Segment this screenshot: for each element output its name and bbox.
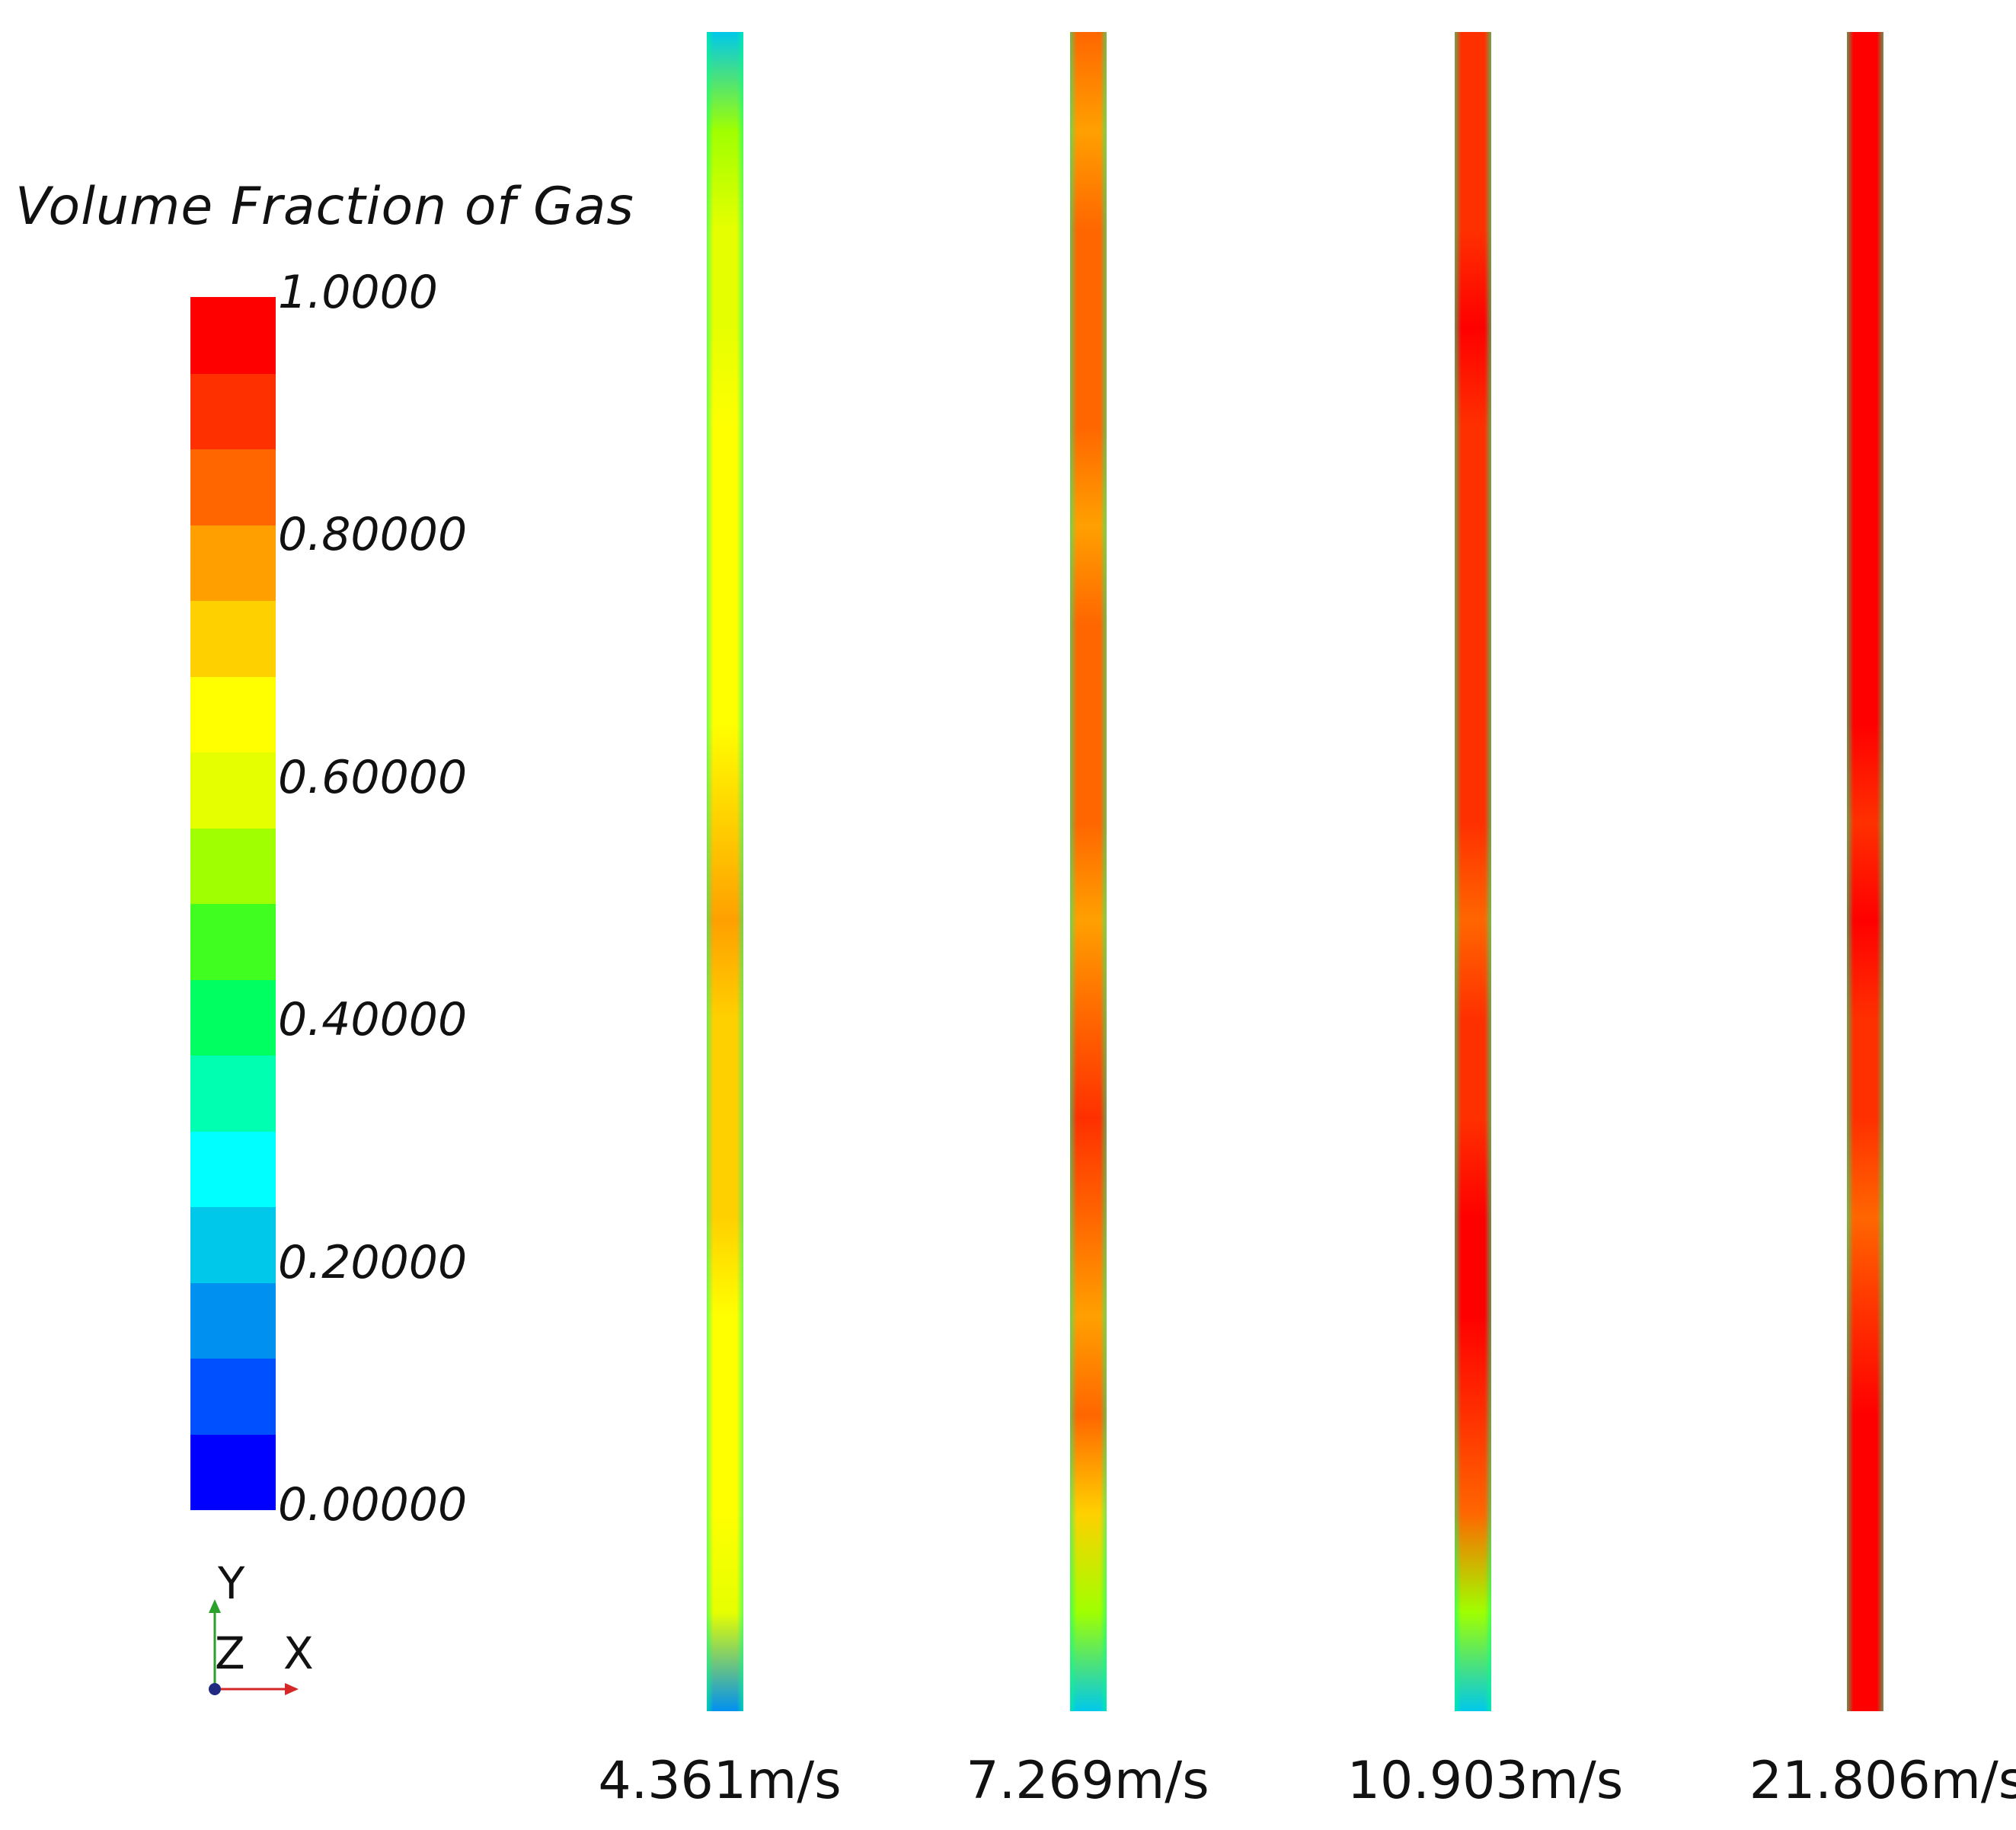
tube-contour (1847, 32, 1883, 1711)
x-axis-label: X (283, 1627, 314, 1679)
legend-band (190, 1358, 276, 1435)
legend-band (190, 600, 276, 677)
legend-band (190, 1055, 276, 1132)
legend-band (190, 1206, 276, 1283)
tube-velocity-label: 7.269m/s (966, 1751, 1209, 1811)
legend-band (190, 752, 276, 829)
y-axis-arrowhead (209, 1599, 221, 1613)
legend-tick-label: 0.40000 (278, 993, 468, 1047)
legend-band (190, 1433, 276, 1510)
tube-contour (1070, 32, 1107, 1711)
z-axis-dot (209, 1683, 221, 1695)
legend-tick-label: 0.20000 (278, 1235, 468, 1289)
legend-band (190, 979, 276, 1056)
legend-band (190, 675, 276, 752)
legend-band (190, 903, 276, 980)
legend-band (190, 827, 276, 904)
legend-colorbar (190, 297, 276, 1510)
legend-band (190, 449, 276, 525)
tube-velocity-label: 4.361m/s (598, 1751, 842, 1811)
legend-band (190, 1282, 276, 1359)
axis-triad-icon (209, 1599, 299, 1695)
legend-band (190, 372, 276, 449)
legend-tick-label: 0.00000 (278, 1478, 468, 1531)
legend-tick-label: 1.0000 (278, 266, 438, 319)
legend-tick-label: 0.60000 (278, 750, 468, 804)
tube-velocity-label: 10.903m/s (1347, 1751, 1624, 1811)
tube-velocity-label: 21.806m/s (1749, 1751, 2016, 1811)
legend-tick-label: 0.80000 (278, 508, 468, 562)
legend-band (190, 297, 276, 374)
tube-contour (707, 32, 743, 1711)
tube-contour (1455, 32, 1491, 1711)
axis-triad: Y Z X (200, 1561, 337, 1698)
x-axis-arrowhead (285, 1683, 299, 1695)
y-axis-label: Y (218, 1557, 245, 1609)
legend-band (190, 1130, 276, 1207)
legend-title: Volume Fraction of Gas (15, 177, 634, 237)
z-axis-label: Z (215, 1627, 245, 1679)
legend-band (190, 524, 276, 601)
